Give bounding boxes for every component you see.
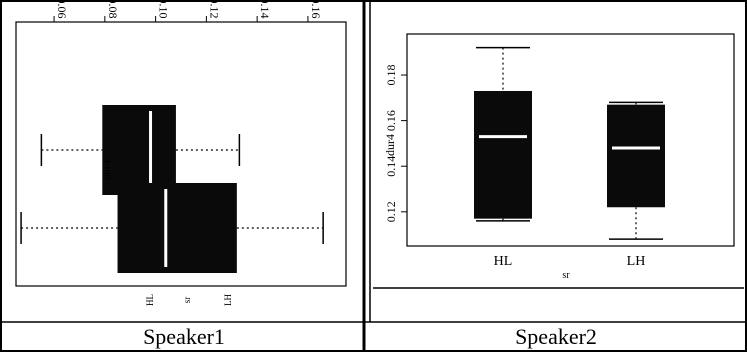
ytick-label-0.12: 0.12 bbox=[207, 0, 221, 19]
ytick-label-0.18: 0.18 bbox=[384, 65, 398, 86]
ytick-label-0.14: 0.14 bbox=[384, 156, 398, 177]
category-label-lh: LH bbox=[627, 254, 646, 269]
category-label-hl: HL bbox=[145, 294, 155, 306]
plot2-ylabel: dur4 bbox=[383, 134, 397, 156]
box-hl bbox=[474, 90, 532, 219]
speaker2-boxplot: HL LH 0.12 0.14 0.16 0.18 dur4 sr bbox=[383, 33, 735, 281]
plot2-ticks: 0.12 0.14 0.16 0.18 bbox=[384, 65, 407, 222]
plot1-xlabel: sr bbox=[182, 297, 192, 304]
category-label-lh: LH bbox=[223, 294, 233, 306]
box-lh bbox=[117, 183, 237, 273]
plot1-ticks: 0.06 0.08 0.10 0.12 0.14 0.16 bbox=[53, 0, 323, 22]
caption-speaker1: Speaker1 bbox=[143, 324, 225, 349]
ytick-label-0.10: 0.10 bbox=[157, 0, 171, 19]
ytick-label-0.14: 0.14 bbox=[258, 0, 272, 19]
category-label-hl: HL bbox=[494, 254, 513, 269]
plot1-ylabel: dur4 bbox=[101, 159, 113, 180]
box-hl bbox=[102, 105, 176, 195]
ytick-label-0.08: 0.08 bbox=[106, 0, 120, 19]
plot2-marks: HL LH bbox=[474, 46, 665, 269]
plot1-marks: HL LH bbox=[20, 105, 324, 306]
ytick-label-0.16: 0.16 bbox=[384, 110, 398, 131]
ytick-label-0.06: 0.06 bbox=[55, 0, 69, 19]
caption-speaker2: Speaker2 bbox=[515, 324, 597, 349]
plot2-xlabel: sr bbox=[562, 270, 570, 281]
box-lh bbox=[607, 104, 665, 208]
ytick-label-0.12: 0.12 bbox=[384, 201, 398, 222]
ytick-label-0.16: 0.16 bbox=[309, 0, 323, 19]
plot2-area bbox=[406, 33, 735, 247]
speaker1-boxplot: HL LH 0.06 0.08 0.10 0.12 0.14 0.16 dur4 sr bbox=[15, 0, 347, 306]
